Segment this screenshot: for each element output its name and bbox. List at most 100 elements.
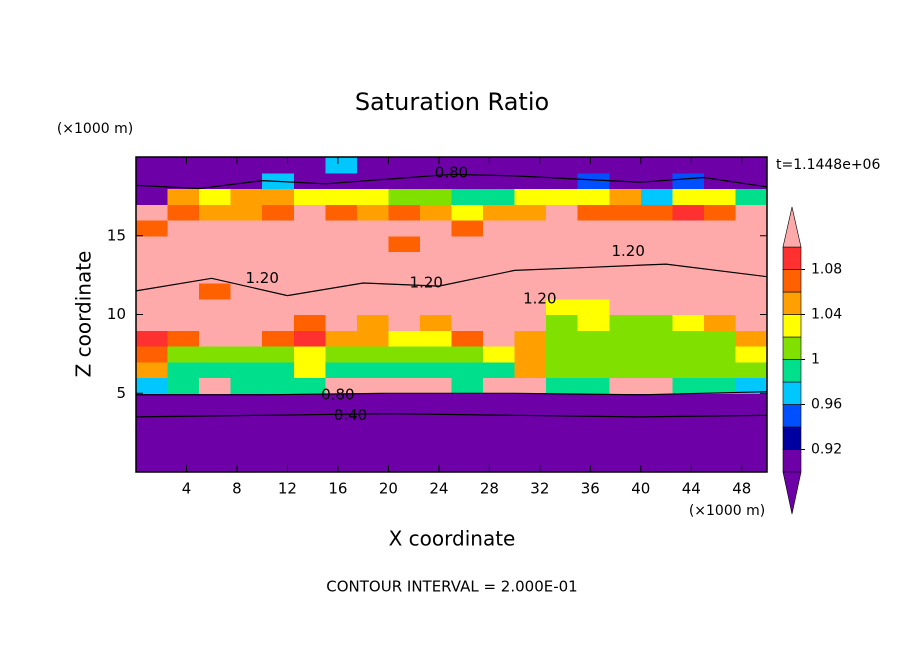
field-cell [703,330,736,347]
field-cell [419,298,452,315]
field-cell [577,204,610,221]
field-cell [167,330,200,347]
field-cell [735,409,768,426]
field-cell [230,456,263,473]
field-cell [640,330,673,347]
field-cell [230,220,263,237]
field-cell [483,157,516,174]
field-cell [230,409,263,426]
field-cell [672,314,705,331]
field-cell [230,377,263,394]
field-cell [325,298,358,315]
field-cell [546,220,579,237]
field-cell [546,409,579,426]
field-cell [735,377,768,394]
field-cell [703,456,736,473]
field-cell [388,361,421,378]
field-cell [735,314,768,331]
field-cell [703,251,736,268]
colorbar-box [782,246,802,270]
field-cell [167,314,200,331]
field-cell [640,424,673,441]
field-cell [167,220,200,237]
field-cell [672,267,705,284]
overlay: 0.801.20 1.201.201.200.800.404 8 12 16 20 24 28… [107,156,842,515]
contour-label: 0.80 [321,385,354,403]
field-cell [483,456,516,473]
field-cell [735,157,768,174]
field-cell [262,267,295,284]
field-cell [262,377,295,394]
field-cell [640,456,673,473]
field-cell [546,298,579,315]
field-cell [199,409,232,426]
field-cell [262,188,295,205]
field-cell [546,361,579,378]
field-cell [356,283,389,300]
field-cell [514,409,547,426]
field-cell [167,172,200,189]
field-cell [640,235,673,252]
field-cell [388,424,421,441]
field-cell [451,298,484,315]
field-cell [262,314,295,331]
field-cell [136,456,169,473]
field-cell [577,251,610,268]
field-cell [325,251,358,268]
colorbar-tick-label: 1.04 [811,307,842,323]
field-cell [388,409,421,426]
field-cell [672,220,705,237]
field-cell [356,188,389,205]
field-cell [577,393,610,410]
colorbar-box [782,449,802,473]
field-cell [167,361,200,378]
field-cell [230,346,263,363]
field-cell [577,298,610,315]
field-cell [546,172,579,189]
field-cell [577,235,610,252]
field-cell [262,456,295,473]
field-cell [703,298,736,315]
field-cell [325,314,358,331]
field-cell [735,361,768,378]
field-cell [419,283,452,300]
field-cell [640,188,673,205]
field-cell [609,235,642,252]
field [136,157,768,473]
field-cell [388,377,421,394]
colorbar-box [782,314,802,338]
x-tick-label: 16 [328,480,347,498]
field-cell [388,440,421,457]
field-cell [325,204,358,221]
field-cell [546,204,579,221]
field-cell [483,220,516,237]
field-cell [609,377,642,394]
x-tick-label: 28 [480,480,499,498]
field-cell [230,157,263,174]
field-cell [546,330,579,347]
field-cell [451,220,484,237]
field-cell [672,283,705,300]
field-cell [388,298,421,315]
x-axis-label: X coordinate [389,527,516,551]
field-cell [419,424,452,441]
field-cell [735,298,768,315]
field-cell [640,220,673,237]
field-cell [514,172,547,189]
field-cell [609,220,642,237]
field-cell [388,346,421,363]
field-cell [136,172,169,189]
field-cell [451,157,484,174]
field-cell [356,377,389,394]
field-cell [136,251,169,268]
field-cell [325,330,358,347]
x-tick-label: 36 [581,480,600,498]
field-cell [293,204,326,221]
field-cell [293,330,326,347]
field-cell [672,298,705,315]
field-cell [514,314,547,331]
field-cell [230,393,263,410]
x-tick-label: 48 [732,480,751,498]
field-cell [230,204,263,221]
